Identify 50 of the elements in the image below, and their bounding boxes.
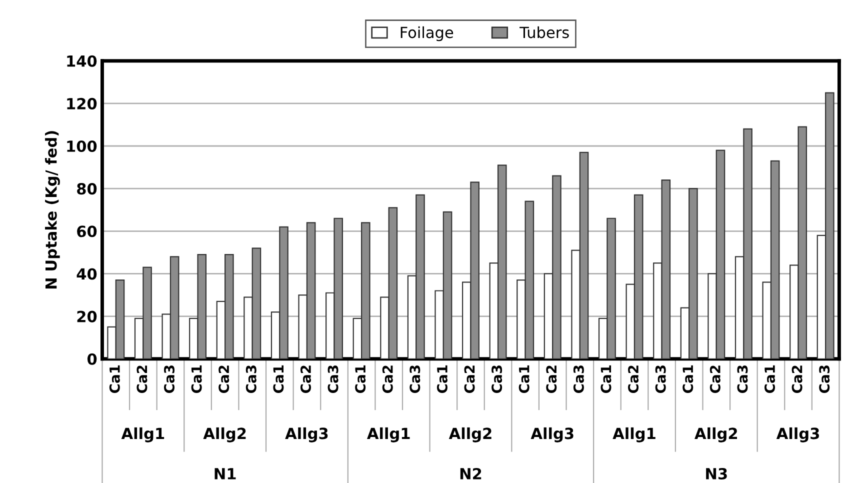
text: Allg2 — [448, 427, 492, 442]
x-tick-label: Ca2 — [382, 366, 393, 393]
x-tick-label: Ca1 — [682, 365, 694, 393]
text: Allg3 — [776, 427, 819, 442]
x-tick-label: Ca3 — [737, 366, 748, 393]
x-tick-label: Ca2 — [464, 366, 475, 393]
y-tick-label: 140 — [67, 55, 97, 67]
y-tick-label: 80 — [77, 183, 97, 195]
text: N1 — [214, 468, 236, 480]
x-tick-label: Ca1 — [600, 365, 612, 393]
text: N2 — [460, 468, 482, 480]
x-tick-label: Ca3 — [410, 366, 420, 393]
x-tick-label: Ca2 — [628, 366, 639, 393]
text: Allg2 — [694, 427, 737, 442]
x-tick-label: Ca3 — [246, 366, 256, 393]
x-tick-label: Ca2 — [218, 366, 230, 393]
x-tick-label: Ca1 — [273, 365, 284, 393]
x-tick-label: Ca3 — [328, 366, 338, 393]
y-tick-label: 20 — [77, 310, 97, 322]
text: Allg3 — [530, 427, 574, 442]
x-tick-label: Ca2 — [300, 366, 311, 393]
y-tick-label: 100 — [67, 140, 97, 152]
legend-label: Tubers — [520, 26, 569, 38]
x-tick-label: Ca1 — [518, 365, 530, 393]
y-tick-label: 120 — [67, 98, 97, 110]
x-tick-label: Ca1 — [436, 365, 448, 393]
text: Allg1 — [366, 427, 410, 442]
x-tick-label: Ca1 — [191, 365, 202, 393]
x-tick-label: Ca3 — [819, 366, 830, 393]
x-tick-label: Ca3 — [655, 366, 666, 393]
text: Allg1 — [612, 427, 656, 442]
x-tick-label: Ca1 — [764, 365, 776, 393]
text: N3 — [706, 468, 727, 480]
x-tick-label: Ca2 — [546, 366, 557, 393]
text: Allg1 — [121, 427, 164, 442]
x-tick-label: Ca3 — [573, 366, 584, 393]
y-tick-label: 60 — [77, 226, 97, 238]
x-tick-label: Ca3 — [492, 366, 502, 393]
x-tick-label: Ca3 — [164, 366, 175, 393]
x-tick-label: Ca1 — [355, 365, 366, 393]
text: Allg2 — [203, 427, 246, 442]
x-tick-label: Ca1 — [109, 365, 120, 393]
y-tick-label: 40 — [76, 268, 97, 280]
legend-label: Foilage — [400, 26, 454, 42]
x-tick-label: Ca2 — [710, 366, 720, 393]
x-tick-label: Ca2 — [136, 366, 148, 393]
x-tick-label: Ca2 — [792, 366, 802, 393]
y-tick-label: 0 — [87, 353, 97, 365]
y-axis-title: N Uptake (Kg/ fed) — [45, 131, 60, 288]
text: Allg3 — [285, 427, 328, 442]
